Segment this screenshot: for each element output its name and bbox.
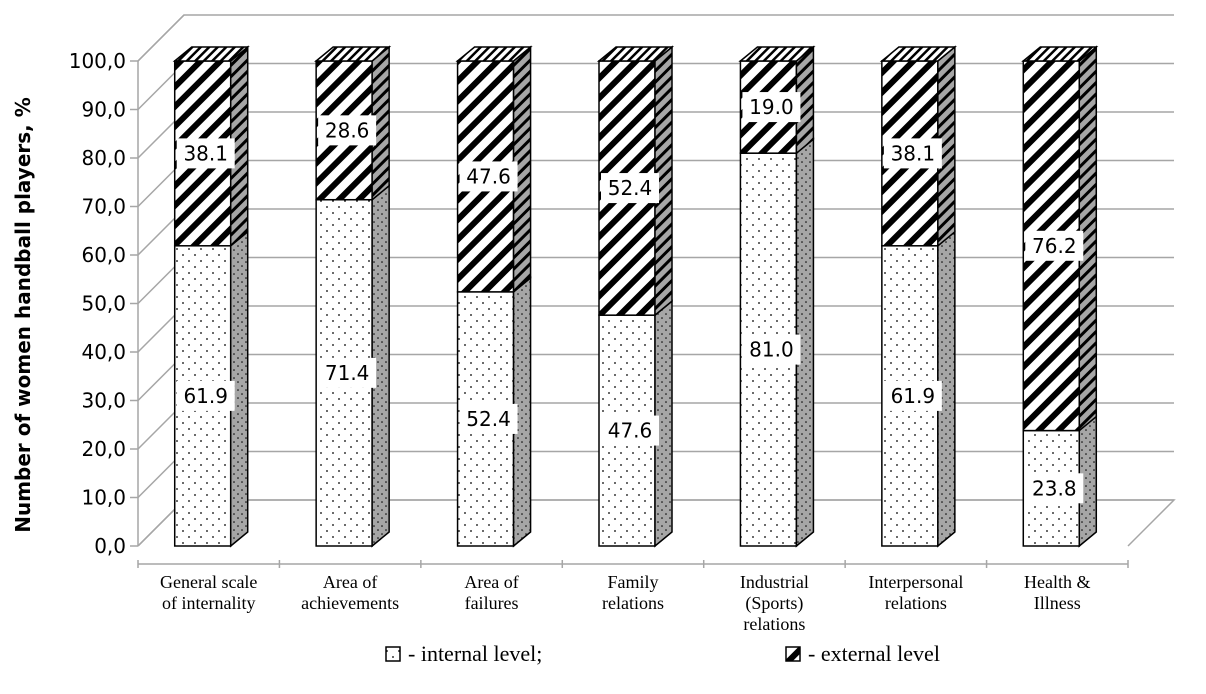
legend-label: - internal level;	[408, 641, 542, 666]
y-tick-label: 40,0	[81, 340, 126, 364]
category-label: Family	[607, 572, 658, 592]
legend-label: - external level	[808, 641, 940, 666]
category-label: Area of	[464, 572, 518, 592]
category-label: relations	[602, 593, 664, 613]
data-label: 47.6	[466, 164, 511, 188]
y-tick-label: 0,0	[94, 534, 126, 558]
data-label-bg	[742, 92, 801, 123]
data-label-bg	[883, 138, 942, 169]
y-tick-label: 80,0	[81, 146, 126, 170]
data-label: 38.1	[891, 141, 936, 165]
data-label-bg	[601, 173, 659, 204]
data-label-bg	[1025, 473, 1084, 504]
data-label: 19.0	[749, 95, 794, 119]
category-label: failures	[465, 593, 519, 613]
data-label-bg	[459, 161, 518, 192]
legend-swatch-internal	[385, 646, 401, 662]
y-tick-label: 30,0	[81, 389, 126, 413]
data-label: 38.1	[183, 141, 228, 165]
bars	[172, 45, 1099, 548]
data-label-bg	[742, 334, 801, 365]
category-label: Illness	[1034, 593, 1081, 613]
data-label: 52.4	[466, 407, 511, 431]
bar-top-face	[314, 46, 392, 62]
data-label-bg	[601, 415, 659, 446]
category-label: relations	[885, 593, 947, 613]
y-tick-label: 50,0	[81, 292, 126, 316]
category-label: General scale	[160, 572, 257, 592]
bar-top-face	[738, 46, 816, 62]
data-label-bg	[176, 138, 235, 169]
data-label: 47.6	[608, 419, 653, 443]
data-label: 61.9	[183, 384, 228, 408]
y-tick-label: 100,0	[69, 49, 126, 73]
data-label: 76.2	[1032, 234, 1077, 258]
data-label: 61.9	[891, 384, 936, 408]
category-label: Industrial	[740, 572, 809, 592]
legend-swatch-external	[785, 646, 801, 662]
data-label: 71.4	[325, 361, 370, 385]
data-label-bg	[883, 380, 942, 411]
data-label: 52.4	[608, 176, 653, 200]
bar-top-face	[879, 46, 957, 62]
gridline	[137, 14, 1174, 62]
bar-top-face	[172, 46, 250, 62]
category-label: relations	[743, 614, 805, 634]
data-label: 23.8	[1032, 476, 1077, 500]
data-label: 28.6	[325, 118, 370, 142]
category-label: (Sports)	[745, 593, 803, 614]
data-label-bg	[176, 380, 235, 411]
y-axis-title: Number of women handball players, %	[11, 97, 35, 533]
data-label-bg	[459, 403, 518, 434]
y-tick-label: 70,0	[81, 195, 126, 219]
category-label: Interpersonal	[868, 572, 963, 592]
y-tick-label: 60,0	[81, 243, 126, 267]
data-label-bg	[1025, 230, 1084, 261]
data-label-bg	[318, 357, 377, 388]
bar-top-face	[455, 46, 533, 62]
bar-top-face	[1021, 46, 1099, 62]
data-label-bg	[318, 115, 377, 146]
y-tick-label: 90,0	[81, 98, 126, 122]
category-label: of internality	[162, 593, 255, 613]
category-label: Health &	[1024, 572, 1090, 592]
data-label: 81.0	[749, 338, 794, 362]
legend: - internal level; - external level	[385, 641, 940, 666]
axes: 0,0 10,0 20,0 30,0 40,0 50,0 60,0 70,0 80,0 90,0 1…	[69, 49, 1129, 568]
data-labels: 61.9 38.1 71.4 28.6 52.4 47.6 47.6 52.4 81.0 19.0…	[176, 92, 1084, 504]
category-label: achievements	[301, 593, 399, 613]
y-tick-label: 10,0	[81, 486, 126, 510]
category-label: Area of	[323, 572, 377, 592]
y-tick-label: 20,0	[81, 437, 126, 461]
bar-top-face	[596, 46, 675, 62]
